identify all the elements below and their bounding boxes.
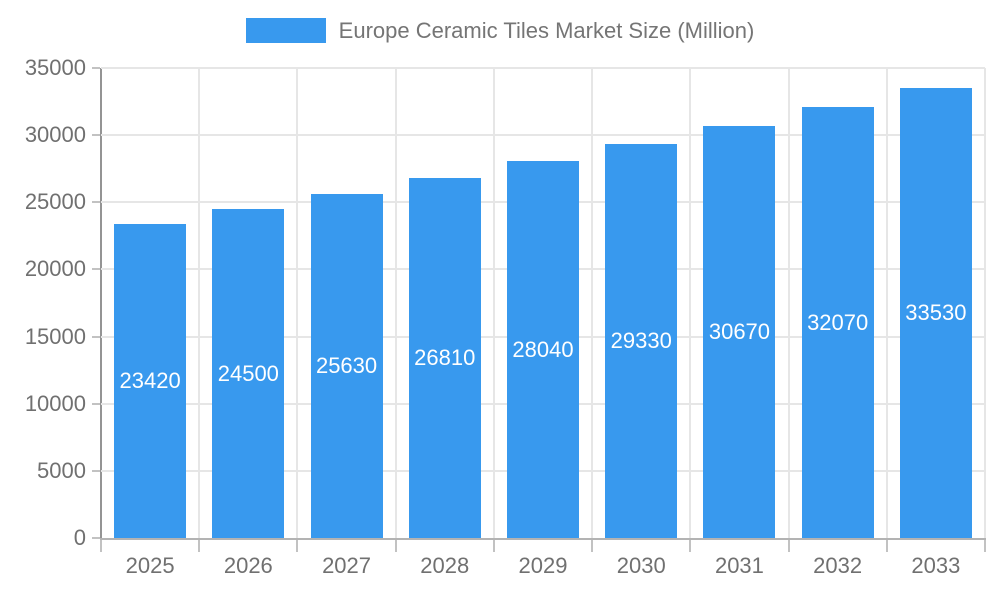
y-axis-label: 10000 bbox=[24, 390, 86, 416]
h-gridline bbox=[101, 134, 985, 137]
x-axis-tick bbox=[394, 540, 397, 552]
v-gridline bbox=[198, 68, 201, 538]
legend-label: Europe Ceramic Tiles Market Size (Millio… bbox=[338, 18, 755, 43]
x-axis-tick bbox=[885, 540, 888, 552]
x-axis-label: 2030 bbox=[616, 553, 666, 578]
x-axis-label: 2029 bbox=[518, 553, 568, 578]
y-axis-label: 15000 bbox=[24, 323, 86, 349]
y-axis-tick bbox=[92, 469, 100, 472]
y-axis-line bbox=[100, 68, 102, 551]
y-axis-label: 35000 bbox=[24, 55, 86, 80]
y-axis: 0 5000 10000 15000 20000 25000 30000 35000 bbox=[0, 55, 86, 550]
x-axis-tick bbox=[984, 540, 986, 552]
x-axis-tick bbox=[100, 540, 102, 552]
v-gridline bbox=[787, 68, 790, 538]
x-axis-label: 2026 bbox=[223, 553, 273, 578]
x-axis-tick bbox=[787, 540, 790, 552]
legend-item[interactable]: Europe Ceramic Tiles Market Size (Millio… bbox=[0, 17, 1000, 44]
v-gridline bbox=[394, 68, 397, 538]
bar[interactable] bbox=[114, 223, 187, 538]
y-axis-tick bbox=[92, 537, 100, 539]
legend-swatch-icon bbox=[245, 18, 326, 43]
bar[interactable] bbox=[703, 126, 776, 538]
h-gridline bbox=[101, 67, 985, 69]
y-axis-label: 5000 bbox=[37, 457, 86, 483]
v-gridline bbox=[689, 68, 692, 538]
x-axis-label: 2028 bbox=[420, 553, 470, 578]
v-gridline bbox=[296, 68, 299, 538]
x-axis-label: 2031 bbox=[714, 553, 764, 578]
x-axis-label: 2025 bbox=[125, 553, 175, 578]
v-gridline bbox=[885, 68, 888, 538]
bar[interactable] bbox=[801, 107, 874, 538]
bar[interactable] bbox=[212, 209, 285, 538]
x-axis-tick bbox=[198, 540, 201, 552]
x-axis-tick bbox=[591, 540, 594, 552]
bar[interactable] bbox=[507, 161, 579, 538]
x-axis-tick bbox=[296, 540, 299, 552]
x-axis-tick bbox=[492, 540, 495, 552]
x-axis-line bbox=[100, 538, 986, 540]
y-axis-label: 0 bbox=[73, 525, 86, 550]
y-axis-label: 25000 bbox=[24, 189, 86, 215]
y-axis-tick bbox=[92, 402, 100, 405]
y-axis-tick bbox=[92, 201, 100, 204]
y-axis-label: 20000 bbox=[24, 256, 86, 282]
v-gridline bbox=[984, 68, 986, 538]
y-axis-tick bbox=[92, 67, 100, 69]
bar[interactable] bbox=[899, 87, 972, 538]
plot-area: 23420 24500 25630 26810 28040 29330 30670 32070… bbox=[92, 67, 986, 552]
y-axis-label: 30000 bbox=[24, 122, 86, 148]
bar[interactable] bbox=[605, 144, 678, 538]
y-axis-tick bbox=[92, 268, 100, 271]
x-axis-label: 2033 bbox=[911, 553, 961, 578]
x-axis-label: 2032 bbox=[813, 553, 863, 578]
bar[interactable] bbox=[408, 177, 481, 538]
y-axis-tick bbox=[92, 134, 100, 137]
x-axis-label: 2027 bbox=[322, 553, 372, 578]
x-axis: 2025 2026 2027 2028 2029 2030 2031 2032 2033 bbox=[101, 552, 985, 582]
x-axis-tick bbox=[689, 540, 692, 552]
v-gridline bbox=[492, 68, 495, 538]
y-axis-tick bbox=[92, 335, 100, 338]
bar[interactable] bbox=[310, 193, 383, 538]
v-gridline bbox=[591, 68, 594, 538]
